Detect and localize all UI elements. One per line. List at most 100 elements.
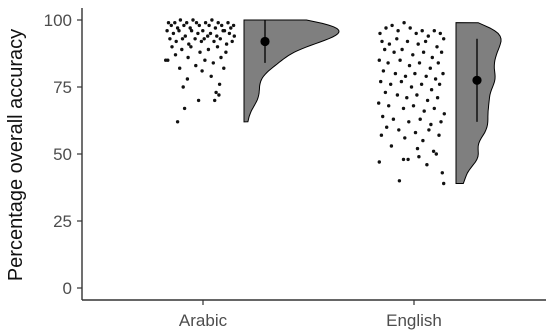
data-point [437,133,441,137]
data-point [169,23,173,28]
data-point [381,114,385,119]
data-point [395,37,399,41]
data-point [194,63,198,68]
data-point [377,58,381,62]
data-point [174,39,178,44]
data-point [441,71,445,76]
data-point [386,61,390,65]
data-point [421,138,425,143]
data-point [406,157,410,162]
data-point [380,39,384,44]
data-point [415,146,420,151]
data-point [409,85,414,89]
data-point [413,130,418,135]
x-tick-label: English [386,311,442,330]
data-point [407,120,411,124]
data-point [384,26,388,30]
data-point [222,66,226,70]
data-point [210,18,214,22]
data-point [400,47,404,52]
density-violin [243,19,340,123]
data-point [202,37,206,41]
data-point [186,55,190,60]
data-point [436,61,440,65]
data-point [181,85,185,89]
data-point [389,144,394,148]
data-point [397,128,401,132]
data-point [185,77,190,81]
data-point [434,152,438,156]
data-point [391,117,396,121]
data-point [435,96,440,100]
ticks-layer: 0 25 50 75 100 Arabic English [44,11,442,330]
data-point [189,45,193,49]
data-point [216,21,220,25]
data-point [408,26,412,30]
data-point [387,104,391,108]
data-point [389,82,393,87]
data-point [171,31,176,36]
data-point [425,98,430,103]
data-point [435,45,439,49]
data-point [417,155,421,159]
data-point [185,21,189,25]
data-point [442,181,446,186]
data-point [183,34,187,38]
data-point [215,34,219,38]
data-point [424,74,428,79]
data-point [182,106,187,111]
y-axis-title: Percentage overall accuracy [5,29,27,281]
data-point [411,104,416,108]
data-point [385,125,389,129]
group-arabic [164,18,340,124]
data-point [197,23,201,28]
data-point [387,42,392,46]
data-point [411,53,415,57]
data-point [213,98,217,103]
data-point [217,82,222,87]
data-point [175,26,180,30]
data-point [377,160,381,164]
data-point [166,21,171,25]
data-point [415,93,419,97]
data-point [405,96,409,100]
data-point [383,47,387,52]
data-point [439,50,444,54]
data-point [226,21,230,25]
data-point [175,120,180,124]
data-point [390,23,394,28]
data-point [432,29,436,33]
data-point [438,31,442,36]
data-point [220,23,224,28]
mean-point [472,75,482,85]
y-tick-label: 75 [53,78,72,97]
data-point [429,122,433,127]
mean-point [260,36,270,47]
data-point [187,42,191,46]
data-point [189,29,194,33]
data-point [213,26,218,30]
data-point [417,61,422,65]
data-point [419,82,424,87]
data-point [173,21,177,25]
data-point [422,109,426,113]
data-point [399,79,404,84]
data-point [377,101,381,105]
data-point [393,71,398,76]
data-point [428,66,432,70]
data-point [442,37,446,41]
data-point [198,50,202,54]
data-point [180,47,184,52]
data-point [425,163,429,167]
data-point [398,58,402,62]
data-point [178,66,182,70]
data-point [224,50,228,54]
x-tick-label: Arabic [179,311,228,330]
data-point [178,18,183,22]
y-tick-label: 25 [53,212,72,231]
data-point [230,39,234,44]
data-point [437,82,442,87]
density-violin [455,22,502,185]
data-point [426,34,430,38]
